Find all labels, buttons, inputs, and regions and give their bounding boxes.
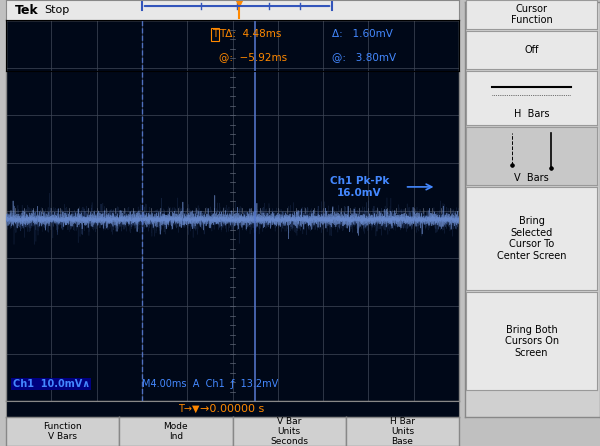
- Text: Function
V Bars: Function V Bars: [43, 422, 82, 441]
- Text: H Bar
Units
Base: H Bar Units Base: [390, 417, 415, 446]
- Text: ——
........
H Bars: —— ........ H Bars: [515, 82, 548, 115]
- Text: Δ:   1.60mV: Δ: 1.60mV: [332, 29, 393, 39]
- Text: ‖  ‡
V Bars: ‖ ‡ V Bars: [516, 145, 547, 167]
- Text: Tek: Tek: [15, 4, 39, 17]
- Text: V  Bars: V Bars: [514, 173, 549, 183]
- Text: Mode
Ind: Mode Ind: [164, 422, 188, 441]
- Text: Bring
Selected
Cursor To
Center Screen: Bring Selected Cursor To Center Screen: [497, 216, 566, 261]
- Text: Ch1 Pk-Pk
16.0mV: Ch1 Pk-Pk 16.0mV: [329, 176, 389, 198]
- Text: TΔ:  4.48ms: TΔ: 4.48ms: [219, 29, 281, 39]
- Text: Off: Off: [524, 45, 539, 55]
- Text: @:   3.80mV: @: 3.80mV: [332, 52, 396, 62]
- Text: Ch1  10.0mV∧: Ch1 10.0mV∧: [13, 379, 90, 389]
- Text: Bring Both
Cursors On
Screen: Bring Both Cursors On Screen: [505, 325, 559, 358]
- Text: M4.00ms  A  Ch1  ƒ  13.2mV: M4.00ms A Ch1 ƒ 13.2mV: [142, 379, 278, 389]
- Text: V Bar
Units
Seconds: V Bar Units Seconds: [270, 417, 308, 446]
- Text: H  Bars: H Bars: [514, 109, 550, 119]
- Text: →0.00000 s: →0.00000 s: [200, 404, 265, 414]
- Text: Cursor
Function: Cursor Function: [511, 4, 553, 25]
- Text: T: T: [212, 29, 218, 39]
- Text: Stop: Stop: [44, 5, 70, 15]
- Text: @:  −5.92ms: @: −5.92ms: [219, 52, 287, 62]
- Text: T→▼: T→▼: [178, 404, 200, 414]
